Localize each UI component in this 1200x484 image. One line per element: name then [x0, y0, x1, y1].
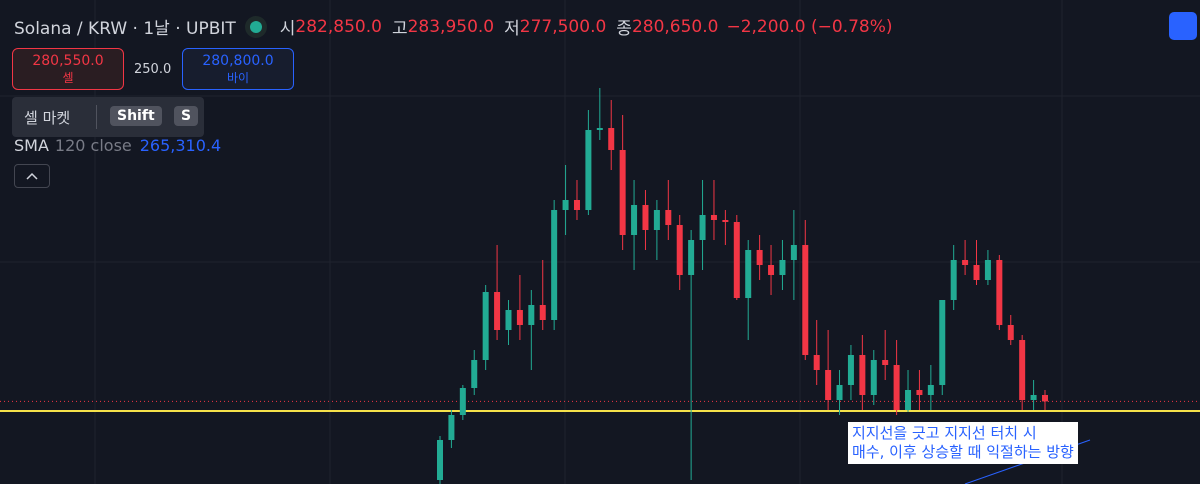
collapse-button[interactable] [14, 164, 50, 188]
candle-body [916, 390, 923, 395]
separator [96, 105, 97, 129]
candle-body [859, 355, 866, 395]
candle-body [437, 440, 443, 480]
candle-body [562, 200, 569, 210]
candle-body [847, 355, 854, 385]
candle-body [653, 210, 660, 230]
candle-body [756, 250, 763, 265]
candle-body [882, 360, 889, 365]
buy-price: 280,800.0 [202, 53, 274, 69]
annotation: 지지선을 긋고 지지선 터치 시 매수, 이후 상승할 때 익절하는 방향 [848, 422, 1078, 464]
candle-body [1042, 395, 1048, 402]
candle-body [733, 222, 740, 298]
sell-label: 셀 [62, 71, 74, 85]
annotation-line: 지지선을 긋고 지지선 터치 시 [852, 424, 1037, 442]
candle-body [448, 415, 455, 440]
status-dot [249, 20, 262, 33]
candle-body [870, 360, 877, 395]
indicator-value: 265,310.4 [139, 136, 222, 155]
header: Solana / KRW · 1날 · UPBIT 시 282,850.0 고 28… [14, 14, 893, 40]
buy-button[interactable]: 280,800.0 바이 [182, 48, 294, 90]
candle-body [779, 260, 786, 275]
tooltip-text: 셀 마켓 [24, 109, 71, 127]
candle-body [802, 245, 809, 355]
candle-body [665, 210, 672, 225]
candle-body [973, 265, 980, 280]
candle-body [516, 310, 523, 325]
high-value: 283,950.0 [407, 16, 495, 37]
sell-price: 280,550.0 [32, 53, 104, 69]
low-value: 277,500.0 [519, 16, 607, 37]
tooltip: 셀 마켓 Shift S [12, 97, 204, 137]
indicator-params: 120 close [54, 136, 132, 155]
candle-body [631, 205, 638, 235]
candle-body [893, 365, 900, 410]
candle-body [1019, 340, 1026, 400]
chevron [26, 172, 38, 180]
symbol: Solana / KRW · 1날 · UPBIT [14, 19, 236, 39]
plot [0, 88, 1200, 484]
candle-body [790, 245, 797, 260]
candle-body [825, 370, 832, 400]
candle-body [608, 128, 615, 150]
candle-body [494, 292, 501, 330]
candle-body [905, 390, 912, 410]
key-s: S [174, 106, 199, 126]
candle-body [722, 220, 729, 222]
candle-body [471, 360, 478, 388]
annotation-line: 매수, 이후 상승할 때 익절하는 방향 [852, 443, 1074, 461]
candle-body [768, 265, 775, 275]
candle-body [539, 305, 546, 320]
candle-body [676, 225, 683, 275]
candle-body [1030, 395, 1037, 400]
candle-body [996, 260, 1003, 325]
buy-label: 바이 [226, 71, 250, 85]
indicator-name: SMA [14, 136, 49, 155]
candle-body [699, 215, 706, 240]
candle-body [482, 292, 489, 360]
candle-body [688, 240, 695, 275]
candle-body [836, 385, 843, 400]
candle-body [813, 355, 820, 370]
spread: 250.0 [134, 62, 172, 77]
candle-body [505, 310, 512, 330]
candle-body [551, 210, 558, 320]
candle-body [710, 215, 717, 220]
candle-body [528, 305, 535, 325]
corner-button[interactable] [1169, 12, 1197, 40]
candle-body [984, 260, 991, 280]
candle-body [585, 130, 592, 210]
candle-body [459, 388, 466, 415]
candle-body [962, 260, 969, 265]
candle-body [927, 385, 934, 395]
candle-body [1007, 325, 1014, 340]
indicator: SMA 120 close 265,310.4 [14, 136, 221, 155]
open-value: 282,850.0 [295, 16, 382, 37]
change: −2,200.0 (−0.78%) [726, 16, 893, 37]
key-shift: Shift [110, 106, 162, 126]
candle-body [573, 200, 580, 210]
close-label: 종 [616, 19, 632, 39]
open-label: 시 [279, 19, 296, 39]
candle-body [745, 250, 752, 298]
candle-body [939, 300, 946, 385]
close-value: 280,650.0 [631, 16, 719, 37]
high-label: 고 [391, 19, 408, 39]
candle-body [642, 205, 649, 230]
candle-body [619, 150, 626, 235]
candle-body [596, 128, 603, 130]
candle-body [950, 260, 957, 300]
low-label: 저 [504, 19, 520, 39]
sell-button[interactable]: 280,550.0 셀 [12, 48, 124, 90]
